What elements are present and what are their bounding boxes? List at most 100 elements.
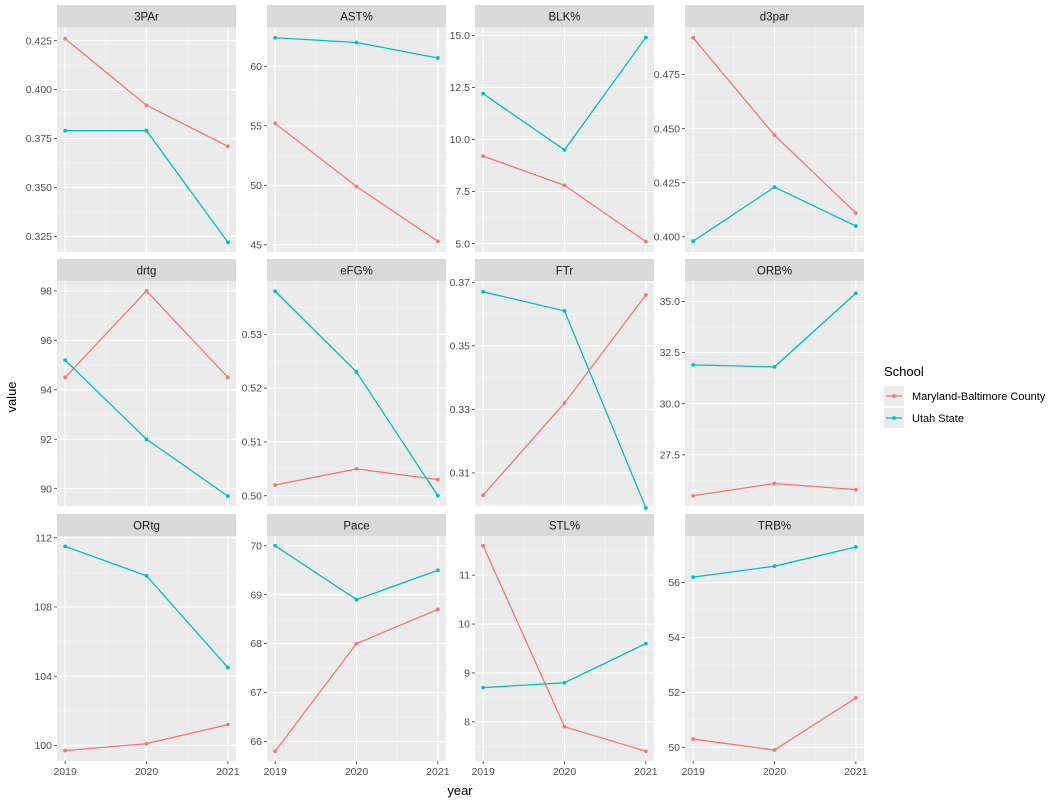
panel-3par-series-utah-state-point	[225, 240, 230, 245]
panel-pace-x-tick-label: 2021	[426, 766, 450, 778]
panel-ftr-y-tick-label: 0.31	[450, 468, 471, 480]
panel-efg-series-maryland-baltimore-county-point	[354, 466, 359, 471]
panel-3par-strip	[57, 5, 236, 27]
panel-orb-series-maryland-baltimore-county-point	[772, 481, 777, 486]
panel-stl-x-tick-label: 2019	[471, 766, 495, 778]
panel-drtg-strip	[57, 259, 236, 281]
panel-ortg-x-tick-label: 2019	[53, 766, 77, 778]
panel-ftr-strip	[475, 259, 654, 281]
panel-ast-y-tick-label: 45	[250, 239, 262, 251]
panel-ortg-series-maryland-baltimore-county-point	[144, 741, 149, 746]
panel-3par-y-tick-label: 0.325	[26, 231, 52, 243]
panel-ast-series-maryland-baltimore-county-point	[273, 121, 278, 126]
panel-pace-strip	[267, 514, 446, 536]
panel-ftr-strip-label: FTr	[556, 266, 574, 278]
panel-ftr-series-maryland-baltimore-county-point	[643, 293, 648, 297]
panel-drtg-series-maryland-baltimore-county-point	[225, 375, 230, 380]
panel-trb: TRB% 50 52 54 56 2019 2020 2021	[668, 514, 868, 778]
panel-ftr-y-tick-label: 0.33	[450, 404, 471, 416]
panel-blk-strip-label: BLK%	[549, 12, 581, 24]
panel-stl-y-tick-label: 9	[464, 668, 470, 680]
panel-3par-y-tick-label: 0.400	[26, 84, 52, 96]
panel-stl-series-maryland-baltimore-county-point	[562, 724, 567, 729]
panel-trb-series-maryland-baltimore-county-point	[772, 748, 777, 752]
panel-ftr-series-maryland-baltimore-county-point	[481, 493, 486, 498]
panel-pace-strip-label: Pace	[343, 521, 369, 533]
panel-ortg-y-tick-label: 112	[35, 532, 52, 544]
panel-ast-series-utah-state-point	[273, 35, 278, 40]
panel-3par-series-utah-state-point	[63, 128, 68, 133]
panel-orb-strip-label: ORB%	[757, 266, 792, 278]
panel-pace-y-tick-label: 69	[250, 589, 262, 601]
panel-orb-strip	[685, 259, 864, 281]
panel-trb-strip	[685, 514, 864, 536]
panel-ortg-series-maryland-baltimore-county-point	[225, 722, 230, 727]
panel-ortg-series-utah-state-point	[63, 544, 68, 549]
legend-entry-maryland-baltimore-county-label: Maryland-Baltimore County	[912, 391, 1046, 403]
panel-stl-series-maryland-baltimore-county-point	[481, 543, 486, 548]
panel-3par-y-tick-label: 0.375	[26, 133, 52, 145]
panel-efg-series-utah-state-point	[435, 493, 440, 498]
panel-blk-y-tick-label: 10.0	[450, 134, 471, 146]
panel-blk-series-maryland-baltimore-county-point	[562, 183, 567, 188]
panel-trb-series-utah-state-point	[691, 575, 696, 580]
panel-drtg-y-tick-label: 96	[40, 335, 52, 347]
panel-trb-x-tick-label: 2021	[844, 766, 868, 778]
panel-pace-x-tick-label: 2020	[345, 766, 369, 778]
panel-ast: AST% 45 50 55 60	[250, 5, 446, 252]
panel-blk-y-tick-label: 5.0	[455, 238, 470, 250]
legend-entry-maryland-baltimore-county-key-point	[892, 394, 896, 398]
panel-ortg-y-tick-label: 100	[34, 740, 52, 752]
panel-pace-series-maryland-baltimore-county-point	[435, 607, 440, 612]
panel-efg-y-tick-label: 0.53	[242, 329, 263, 341]
panel-efg-series-maryland-baltimore-county-point	[273, 483, 278, 487]
panel-d3par-strip	[685, 5, 864, 27]
panel-stl: STL% 8 9 10 11 2019 2020 2021	[458, 514, 658, 778]
panel-d3par: d3par 0.400 0.425 0.450 0.475	[654, 5, 864, 252]
panel-blk-series-maryland-baltimore-county-point	[643, 239, 648, 244]
legend-entry-utah-state-label: Utah State	[912, 413, 964, 425]
panel-d3par-series-maryland-baltimore-county-point	[772, 133, 777, 138]
panel-pace-y-tick-label: 68	[250, 638, 262, 650]
panel-blk: BLK% 5.0 7.5 10.0 12.5 15.0	[450, 5, 654, 252]
panel-efg-series-utah-state-point	[354, 370, 359, 374]
panel-3par-series-maryland-baltimore-county-point	[63, 36, 68, 41]
panel-trb-series-maryland-baltimore-county-point	[691, 737, 696, 741]
panel-trb-series-utah-state-point	[772, 564, 777, 569]
legend-entry-utah-state-key-point	[892, 416, 896, 420]
panel-blk-y-tick-label: 12.5	[450, 82, 471, 94]
panel-stl-series-utah-state-point	[562, 680, 567, 685]
panel-orb-y-tick-label: 32.5	[660, 347, 681, 359]
panel-d3par-series-utah-state-point	[853, 224, 858, 228]
panel-ast-series-utah-state-point	[435, 56, 440, 60]
panel-pace-series-maryland-baltimore-county-point	[354, 641, 359, 646]
panel-3par: 3PAr 0.325 0.350 0.375 0.400 0.425	[26, 5, 236, 252]
panel-ast-y-tick-label: 55	[250, 120, 262, 132]
panel-ortg-series-utah-state-point	[225, 665, 230, 670]
panel-ast-strip	[267, 5, 446, 27]
panel-orb: ORB% 27.5 30.0 32.5 35.0	[660, 259, 864, 506]
panel-drtg-y-tick-label: 98	[40, 285, 52, 297]
panel-orb-y-tick-label: 35.0	[660, 296, 681, 308]
panel-orb-series-utah-state-point	[853, 291, 858, 296]
panel-efg-strip	[267, 259, 446, 281]
panel-blk-y-tick-label: 15.0	[450, 30, 471, 42]
panel-trb-y-tick-label: 50	[668, 742, 680, 754]
panel-stl-y-tick-label: 10	[458, 619, 470, 631]
panel-d3par-series-maryland-baltimore-county-point	[853, 211, 858, 215]
panel-ortg-x-tick-label: 2020	[135, 766, 159, 778]
panel-blk-series-utah-state-point	[481, 91, 486, 96]
panel-trb-y-tick-label: 56	[668, 577, 680, 589]
panel-3par-y-tick-label: 0.350	[26, 182, 52, 194]
panel-ortg-strip-label: ORtg	[133, 521, 160, 533]
panel-ftr-series-utah-state-point	[562, 308, 567, 313]
panel-blk-series-utah-state-point	[643, 35, 648, 40]
panel-ast-series-maryland-baltimore-county-point	[354, 184, 359, 189]
panel-drtg-series-utah-state-point	[63, 358, 68, 363]
panel-d3par-y-tick-label: 0.475	[654, 69, 680, 81]
panel-ortg-y-tick-label: 108	[34, 602, 52, 614]
panel-ortg-strip	[57, 514, 236, 536]
panel-trb-x-tick-label: 2020	[763, 766, 787, 778]
panel-stl-strip	[475, 514, 654, 536]
